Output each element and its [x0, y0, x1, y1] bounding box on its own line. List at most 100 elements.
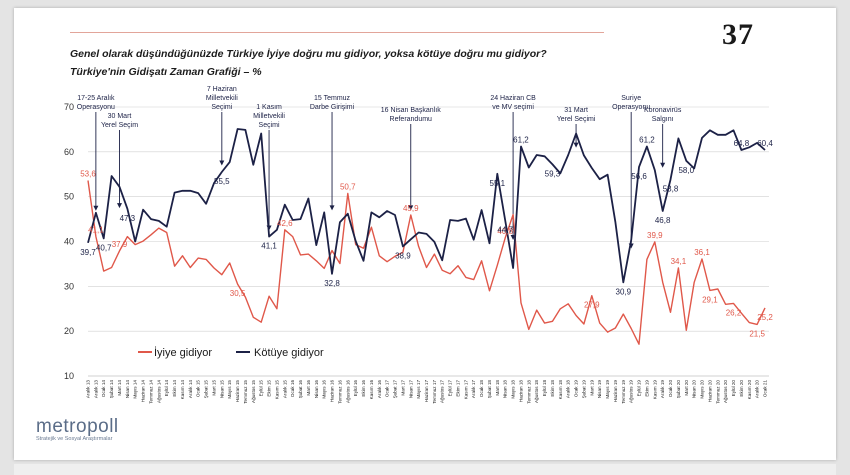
x-tick-label: Aralık 19 — [660, 380, 665, 399]
x-tick-label: Temmuz 17 — [432, 380, 437, 404]
x-tick-label: Aralık 15 — [282, 380, 287, 399]
x-tick-label: Ocak 18 — [479, 380, 484, 398]
grid-lines — [88, 106, 769, 377]
annotation-arrowhead — [93, 205, 99, 211]
annotation-arrowhead — [219, 160, 225, 166]
data-label: 30,5 — [230, 289, 246, 298]
annotation-arrowhead — [573, 142, 579, 148]
x-tick-label: Aralık 14 — [188, 380, 193, 399]
x-tick-label: Ekim 18 — [550, 380, 555, 397]
x-tick-label: Aralık 17 — [471, 380, 476, 399]
annotation-label: Seçimi — [259, 122, 280, 129]
data-label: 25,2 — [757, 313, 773, 322]
data-label: 45,9 — [403, 204, 419, 213]
data-label: 60,4 — [757, 139, 773, 148]
x-tick-label: Nisan 19 — [597, 380, 602, 399]
data-label: 37,9 — [112, 240, 128, 249]
x-tick-label: Mart 20 — [684, 380, 689, 396]
x-tick-label: Ekim 17 — [455, 380, 460, 397]
x-tick-label: Şubat 18 — [487, 380, 492, 399]
x-tick-label: Aralık 13 — [93, 380, 98, 399]
x-tick-label: Ekim 14 — [172, 380, 177, 397]
x-tick-label: Ağustos 14 — [156, 380, 161, 403]
x-tick-label: Eylül 15 — [259, 380, 264, 397]
annotation-arrowhead — [660, 162, 666, 168]
x-tick-label: Aralık 20 — [755, 380, 760, 399]
annotation-arrowhead — [408, 205, 414, 211]
legend-label-iyiye: İyiye gidiyor — [154, 346, 212, 359]
event-annotations: 17-25 Aralık Operasyonu 30 Mart Yerel Seçim… — [77, 86, 682, 249]
y-tick-20: 20 — [64, 326, 74, 336]
x-tick-label: Şubat 20 — [676, 380, 681, 399]
x-tick-label: Ağustos 17 — [440, 380, 445, 403]
data-label: 61,2 — [639, 135, 655, 144]
x-tick-label: Ocak 15 — [196, 380, 201, 398]
data-label: 59,3 — [545, 169, 561, 178]
x-tick-label: Eylül 14 — [164, 380, 169, 397]
x-tick-label: Ocak 17 — [385, 380, 390, 398]
x-tick-label: Haziran 18 — [518, 380, 523, 403]
annotation-label: 15 Temmuz — [314, 95, 351, 102]
x-tick-label: Aralık 18 — [566, 380, 571, 399]
data-label: 47,3 — [120, 214, 136, 223]
data-label: 26,2 — [726, 308, 742, 317]
data-label: 41,1 — [261, 242, 277, 251]
x-tick-label: Kasım 14 — [180, 380, 185, 400]
x-tick-label: Eylül 20 — [731, 380, 736, 397]
annotation-label: 1 Kasım — [256, 104, 282, 111]
page-title: Genel olarak düşündüğünüzde Türkiye İyiy… — [70, 48, 547, 60]
data-label: 61,2 — [513, 135, 529, 144]
x-tick-label: Nisan 16 — [314, 380, 319, 399]
annotation-label: Referandumu — [390, 116, 433, 123]
x-tick-label: Ekim 16 — [361, 380, 366, 397]
x-tick-label: Ekim 20 — [739, 380, 744, 397]
annotation-arrowhead — [116, 203, 122, 209]
x-tick-label: Haziran 16 — [330, 380, 335, 403]
logo-tagline: Stratejik ve Sosyal Araştırmalar — [36, 436, 113, 442]
data-label: 21,5 — [749, 329, 765, 338]
x-tick-label: Mayıs 16 — [322, 380, 327, 399]
y-tick-60: 60 — [64, 147, 74, 157]
data-label: 64,8 — [734, 139, 750, 148]
data-label: 32,8 — [324, 279, 340, 288]
x-tick-label: Şubat 17 — [393, 380, 398, 399]
x-tick-label: Ocak 21 — [763, 380, 768, 398]
y-tick-70: 70 — [64, 102, 74, 112]
annotation-label: Yerel Seçim — [101, 122, 138, 129]
data-label: 39,7 — [80, 248, 96, 257]
annotation-label: 17-25 Aralık — [77, 95, 115, 102]
annotation-label: 30 Mart — [108, 113, 132, 120]
x-tick-label: Ağustos 16 — [345, 380, 350, 403]
annotation-label: Milletvekili — [206, 95, 238, 102]
x-tick-label: Kasım 20 — [747, 380, 752, 400]
data-label: 53,8 — [663, 185, 679, 194]
x-tick-label: Temmuz 16 — [337, 380, 342, 404]
x-tick-label: Şubat 16 — [298, 380, 303, 399]
x-tick-label: Mayıs 15 — [227, 380, 232, 399]
data-label: 46,8 — [655, 216, 671, 225]
x-tick-label: Temmuz 15 — [243, 380, 248, 404]
legend-label-kotuye: Kötüye gidiyor — [254, 347, 324, 359]
x-tick-label: Haziran 15 — [235, 380, 240, 403]
x-tick-label: Şubat 14 — [109, 380, 114, 399]
metropoll-logo: metropoll — [36, 416, 119, 437]
data-label: 39,9 — [647, 231, 663, 240]
x-tick-label: Mart 18 — [495, 380, 500, 396]
x-tick-label: Ağustos 20 — [723, 380, 728, 403]
data-label: 34,1 — [671, 257, 687, 266]
annotation-label: Seçimi — [211, 104, 232, 111]
y-tick-50: 50 — [64, 192, 74, 202]
bottom-bar — [14, 464, 836, 475]
series-line-kotuye — [87, 128, 766, 284]
x-tick-label: Ağustos 18 — [534, 380, 539, 403]
x-tick-label: Kasım 15 — [274, 380, 279, 400]
annotation-arrowhead — [329, 205, 335, 211]
y-tick-30: 30 — [64, 281, 74, 291]
annotation-label: Yerel Seçimi — [557, 116, 596, 123]
x-tick-label: Kasım 16 — [369, 380, 374, 400]
x-tick-label: Eylül 18 — [542, 380, 547, 397]
page-number: 37 — [722, 18, 754, 51]
x-tick-label: Kasım 19 — [652, 380, 657, 400]
x-tick-label: Aralık 16 — [377, 380, 382, 399]
